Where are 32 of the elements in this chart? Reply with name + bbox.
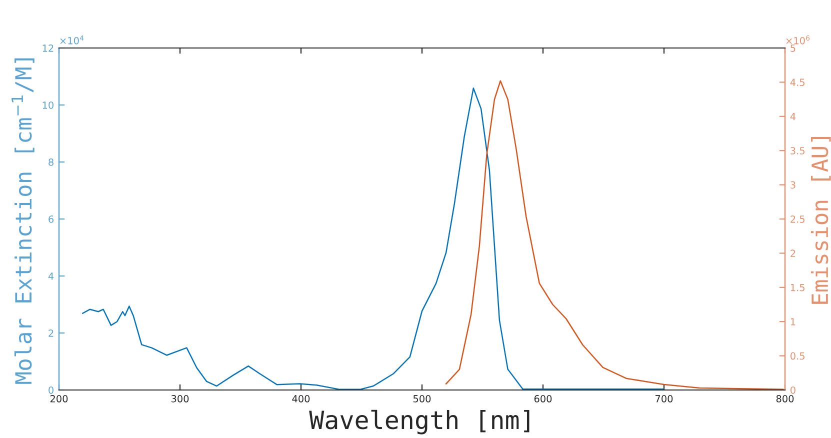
y2-tick-label: 4.5 <box>790 78 804 86</box>
x-axis-title: Wavelength [nm] <box>309 410 530 434</box>
y-tick-label: 8 <box>48 158 54 166</box>
text: ×10$^{4}$ <box>60 36 84 44</box>
y-tick-label: 4 <box>48 272 54 280</box>
x-tick-label: 300 <box>171 395 189 402</box>
y-tick-label: 0 <box>48 386 54 394</box>
x-tick-label: 700 <box>656 395 673 402</box>
y2-tick-label: 0.5 <box>790 352 804 360</box>
y2-tick-label: 1.5 <box>790 284 804 292</box>
y2-axis-title: Emission [AU] <box>810 137 831 304</box>
y2-tick-label: 1 <box>790 318 796 326</box>
y-axis-title: Molar Extinction [cm$^{−1}$/M] <box>12 58 34 384</box>
y-tick-label: 6 <box>48 215 54 223</box>
y-tick-label: 12 <box>42 44 54 52</box>
y2-tick-label: 2 <box>790 250 796 257</box>
y2-tick-label: 2.5 <box>790 215 804 223</box>
text: ×10$^{6}$ <box>786 35 810 44</box>
y2-tick-label: 5 <box>790 44 796 52</box>
x-tick-label: 200 <box>50 395 68 402</box>
x-tick-label: 800 <box>776 395 794 402</box>
y2-tick-label: 0 <box>790 386 796 394</box>
y-tick-label: 10 <box>42 101 54 109</box>
x-tick-label: 400 <box>292 395 310 402</box>
y2-tick-label: 3.5 <box>790 147 804 154</box>
line-series <box>445 80 784 390</box>
x-tick-label: 600 <box>534 395 552 402</box>
y2-tick-label: 3 <box>790 181 796 189</box>
y-tick-label: 2 <box>48 329 54 337</box>
y2-tick-label: 4 <box>790 113 796 120</box>
line-series <box>82 88 664 390</box>
x-tick-label: 500 <box>413 395 431 402</box>
